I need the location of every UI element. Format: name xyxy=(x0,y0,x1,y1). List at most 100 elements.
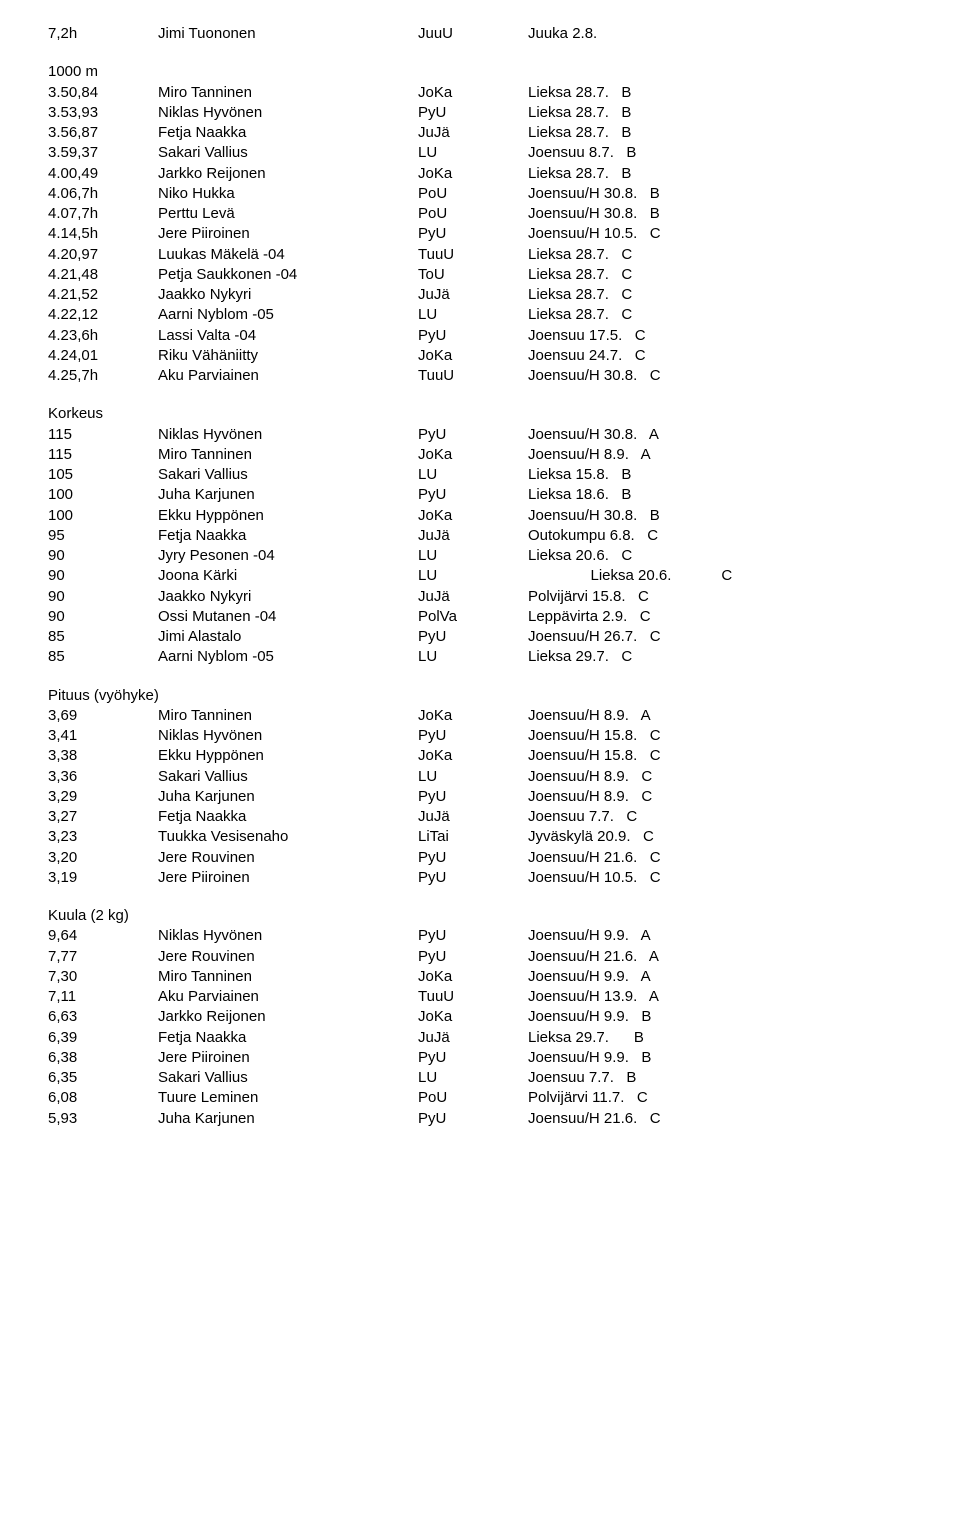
result-cell: Joensuu/H 8.9. C xyxy=(528,787,912,807)
result-cell: JoKa xyxy=(418,164,528,184)
result-cell: JoKa xyxy=(418,1007,528,1027)
result-row: 7,2hJimi TuononenJuuUJuuka 2.8. xyxy=(48,24,912,44)
result-cell: Juuka 2.8. xyxy=(528,24,912,44)
result-cell: 3,69 xyxy=(48,706,158,726)
result-cell: 90 xyxy=(48,587,158,607)
result-cell: Niko Hukka xyxy=(158,184,418,204)
result-cell: 6,38 xyxy=(48,1048,158,1068)
result-row: 4.07,7hPerttu LeväPoUJoensuu/H 30.8. B xyxy=(48,204,912,224)
result-cell: 90 xyxy=(48,566,158,586)
result-cell: Joensuu/H 8.9. A xyxy=(528,445,912,465)
result-cell: 3.50,84 xyxy=(48,83,158,103)
result-row: 90Jaakko NykyriJuJäPolvijärvi 15.8. C xyxy=(48,587,912,607)
result-cell: Lieksa 29.7. B xyxy=(528,1028,912,1048)
result-cell: 4.07,7h xyxy=(48,204,158,224)
result-cell: 3,20 xyxy=(48,848,158,868)
result-cell: Joensuu/H 9.9. A xyxy=(528,967,912,987)
result-cell: JuJä xyxy=(418,123,528,143)
result-cell: PyU xyxy=(418,947,528,967)
result-cell: Juha Karjunen xyxy=(158,1109,418,1129)
result-cell: Joensuu 7.7. B xyxy=(528,1068,912,1088)
result-cell: Aarni Nyblom -05 xyxy=(158,305,418,325)
result-cell: LU xyxy=(418,465,528,485)
result-cell: PyU xyxy=(418,485,528,505)
result-cell: 4.23,6h xyxy=(48,326,158,346)
result-cell: Joensuu/H 9.9. B xyxy=(528,1007,912,1027)
result-cell: 7,2h xyxy=(48,24,158,44)
result-cell: Lieksa 28.7. B xyxy=(528,103,912,123)
result-cell: JuuU xyxy=(418,24,528,44)
result-cell: Aku Parviainen xyxy=(158,987,418,1007)
result-cell: Ekku Hyppönen xyxy=(158,746,418,766)
result-row: 4.21,52Jaakko NykyriJuJäLieksa 28.7. C xyxy=(48,285,912,305)
result-cell: Joensuu/H 30.8. A xyxy=(528,425,912,445)
result-cell: Lieksa 18.6. B xyxy=(528,485,912,505)
result-cell: JuJä xyxy=(418,1028,528,1048)
result-cell: Jarkko Reijonen xyxy=(158,1007,418,1027)
result-cell: Joensuu/H 10.5. C xyxy=(528,224,912,244)
result-cell: 4.24,01 xyxy=(48,346,158,366)
result-row: 3.56,87Fetja NaakkaJuJäLieksa 28.7. B xyxy=(48,123,912,143)
result-row: 3,36Sakari ValliusLUJoensuu/H 8.9. C xyxy=(48,767,912,787)
result-cell: Joensuu 7.7. C xyxy=(528,807,912,827)
result-row: 3,20Jere RouvinenPyUJoensuu/H 21.6. C xyxy=(48,848,912,868)
result-cell: 90 xyxy=(48,607,158,627)
result-row: 3,19Jere PiiroinenPyUJoensuu/H 10.5. C xyxy=(48,868,912,888)
result-cell: PyU xyxy=(418,1109,528,1129)
result-row: 90Jyry Pesonen -04LULieksa 20.6. C xyxy=(48,546,912,566)
result-cell: 3.56,87 xyxy=(48,123,158,143)
result-cell: PyU xyxy=(418,926,528,946)
result-cell: Fetja Naakka xyxy=(158,123,418,143)
result-cell: 4.21,52 xyxy=(48,285,158,305)
result-row: 3,41Niklas HyvönenPyUJoensuu/H 15.8. C xyxy=(48,726,912,746)
result-cell: Petja Saukkonen -04 xyxy=(158,265,418,285)
result-cell: Joensuu/H 30.8. B xyxy=(528,184,912,204)
result-row: 3,38Ekku HyppönenJoKaJoensuu/H 15.8. C xyxy=(48,746,912,766)
result-cell: LU xyxy=(418,305,528,325)
result-row: 90Joona KärkiLU Lieksa 20.6. C xyxy=(48,566,912,586)
result-cell: 3,23 xyxy=(48,827,158,847)
result-cell: JoKa xyxy=(418,967,528,987)
result-cell: Lieksa 28.7. C xyxy=(528,285,912,305)
result-cell: Miro Tanninen xyxy=(158,83,418,103)
result-cell: Aku Parviainen xyxy=(158,366,418,386)
result-cell: Fetja Naakka xyxy=(158,807,418,827)
result-cell: LiTai xyxy=(418,827,528,847)
result-cell: Joensuu/H 8.9. C xyxy=(528,767,912,787)
result-cell: Fetja Naakka xyxy=(158,1028,418,1048)
result-cell: JoKa xyxy=(418,506,528,526)
result-cell: Tuukka Vesisenaho xyxy=(158,827,418,847)
result-cell: Jaakko Nykyri xyxy=(158,285,418,305)
result-row: 85Jimi AlastaloPyUJoensuu/H 26.7. C xyxy=(48,627,912,647)
result-cell: Lieksa 20.6. C xyxy=(528,546,912,566)
result-cell: 6,63 xyxy=(48,1007,158,1027)
result-cell: JoKa xyxy=(418,445,528,465)
result-row: 6,63Jarkko ReijonenJoKaJoensuu/H 9.9. B xyxy=(48,1007,912,1027)
result-cell: Joensuu/H 15.8. C xyxy=(528,746,912,766)
result-cell: 105 xyxy=(48,465,158,485)
result-cell: Aarni Nyblom -05 xyxy=(158,647,418,667)
result-cell: Jere Piiroinen xyxy=(158,868,418,888)
result-cell: 7,30 xyxy=(48,967,158,987)
result-cell: 100 xyxy=(48,506,158,526)
result-cell: Miro Tanninen xyxy=(158,706,418,726)
result-cell: PoU xyxy=(418,204,528,224)
result-cell: 3,38 xyxy=(48,746,158,766)
result-row: 100Ekku HyppönenJoKaJoensuu/H 30.8. B xyxy=(48,506,912,526)
result-cell: 4.14,5h xyxy=(48,224,158,244)
result-cell: Joensuu/H 21.6. A xyxy=(528,947,912,967)
section-title: Korkeus xyxy=(48,404,912,424)
result-cell: Joensuu/H 8.9. A xyxy=(528,706,912,726)
result-cell: Juha Karjunen xyxy=(158,787,418,807)
result-cell: LU xyxy=(418,647,528,667)
result-cell: Lieksa 15.8. B xyxy=(528,465,912,485)
result-cell: JuJä xyxy=(418,285,528,305)
result-cell: Joona Kärki xyxy=(158,566,418,586)
result-cell: 85 xyxy=(48,627,158,647)
result-cell: Jere Rouvinen xyxy=(158,947,418,967)
result-cell: 3.59,37 xyxy=(48,143,158,163)
result-cell: Jyväskylä 20.9. C xyxy=(528,827,912,847)
result-cell: Outokumpu 6.8. C xyxy=(528,526,912,546)
result-cell: 95 xyxy=(48,526,158,546)
result-cell: 3,27 xyxy=(48,807,158,827)
